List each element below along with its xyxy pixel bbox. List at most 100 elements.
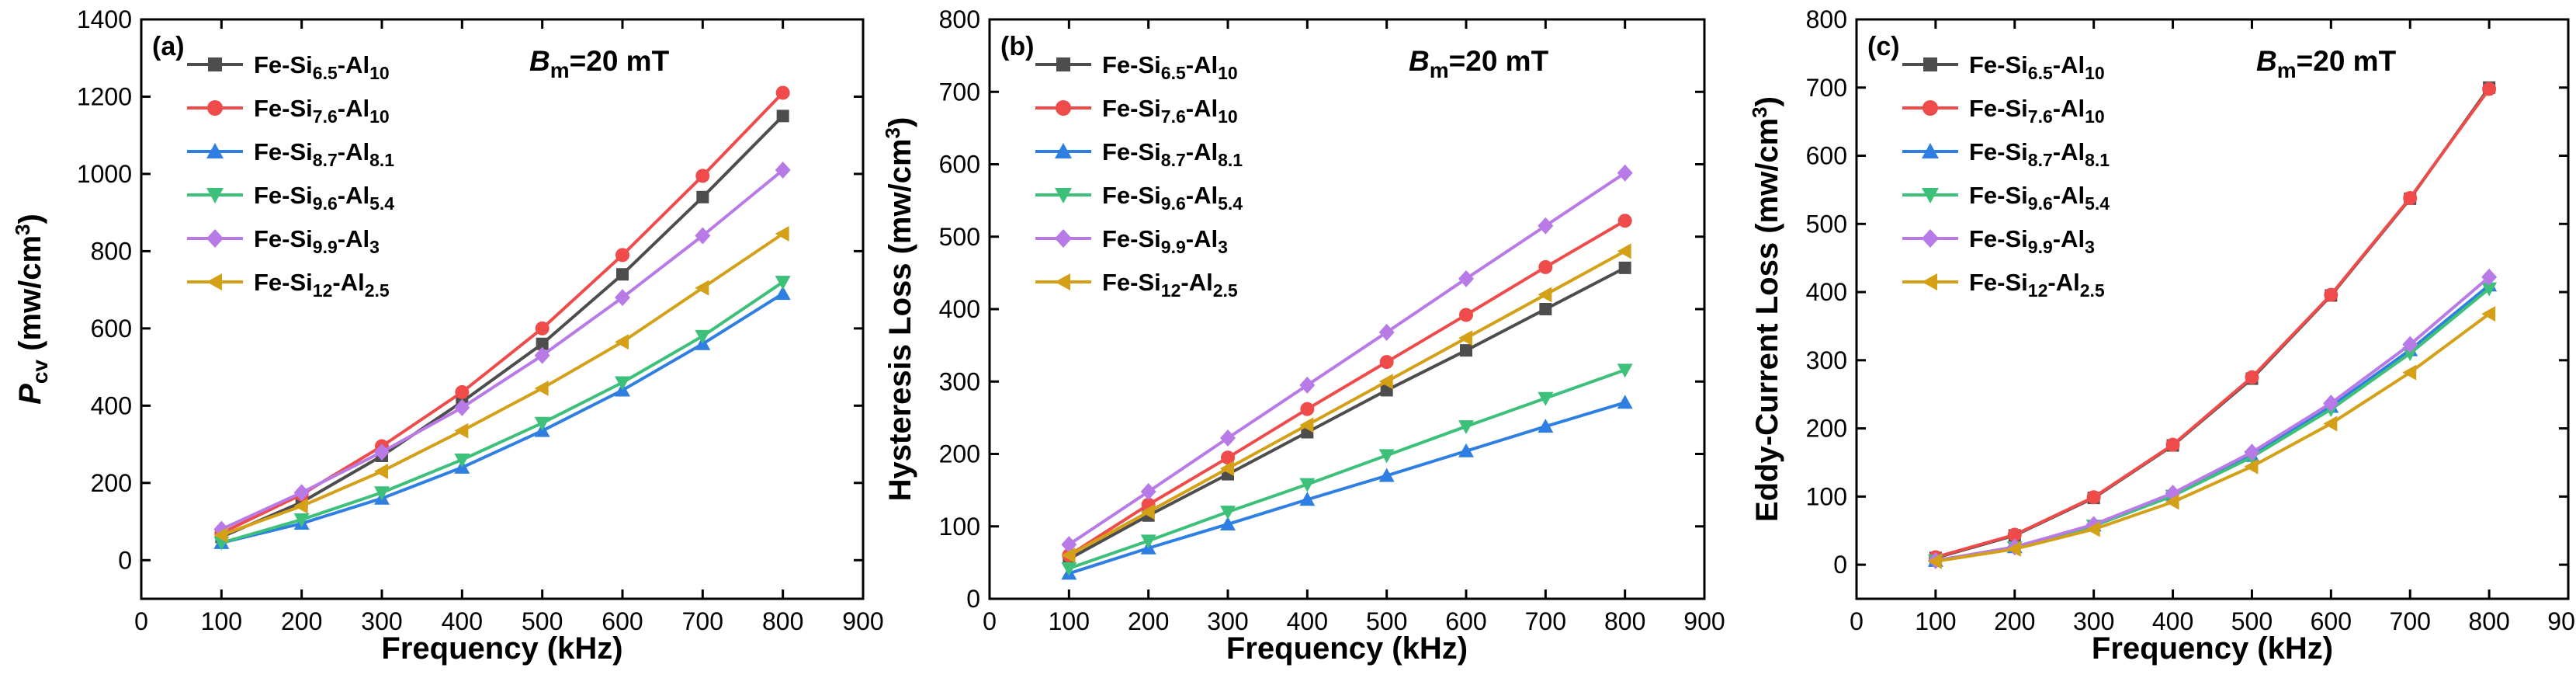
data-point xyxy=(1061,536,1077,554)
y-tick-label: 600 xyxy=(91,315,132,343)
data-point xyxy=(1221,450,1235,465)
legend-item: Fe-Si9.9-Al3 xyxy=(1902,225,2095,257)
legend-label-sub1: 12 xyxy=(313,280,333,301)
data-point xyxy=(2403,190,2418,205)
data-point xyxy=(2244,443,2260,461)
data-point xyxy=(2086,490,2101,505)
legend-label-base: Fe-Si xyxy=(254,51,313,78)
legend-marker xyxy=(206,188,224,203)
series-line xyxy=(1068,401,1626,576)
data-point xyxy=(1617,214,1632,228)
data-point xyxy=(1378,449,1395,464)
x-tick-label: 300 xyxy=(361,607,402,635)
data-point xyxy=(775,85,790,100)
legend-label: Fe-Si8.7-Al8.1 xyxy=(1969,138,2110,170)
legend-label-sub2: 10 xyxy=(1218,106,1238,127)
legend-label-sub1: 8.7 xyxy=(1161,150,1186,170)
data-point xyxy=(454,423,469,439)
data-point xyxy=(1061,548,1076,564)
data-point xyxy=(1220,506,1236,520)
data-point xyxy=(1617,164,1633,182)
data-point xyxy=(2482,82,2497,96)
data-point xyxy=(1061,562,1077,576)
legend-marker xyxy=(207,100,223,116)
x-tick-label: 800 xyxy=(1604,607,1645,635)
x-tick-label: 0 xyxy=(983,607,997,635)
data-point xyxy=(454,453,470,468)
y-tick-label: 800 xyxy=(939,5,980,33)
x-tick-label: 0 xyxy=(1850,607,1864,635)
data-point xyxy=(775,161,791,179)
legend-item: Fe-Si12-Al2.5 xyxy=(1902,269,2105,301)
y-axis-title-sup: 3 xyxy=(1748,106,1771,117)
legend-label-sub2: 10 xyxy=(369,63,390,83)
series-line xyxy=(220,169,784,531)
annotation-text: =20 mT xyxy=(1449,45,1549,77)
data-point xyxy=(1458,420,1474,435)
series-line xyxy=(1935,287,2491,562)
y-axis-title-close: ) xyxy=(883,117,917,127)
y-tick-label: 200 xyxy=(91,469,132,497)
data-point xyxy=(2006,541,2021,557)
legend-item: Fe-Si7.6-Al10 xyxy=(1902,95,2105,127)
data-point xyxy=(1538,419,1554,433)
legend-label-mid: -Al xyxy=(1186,95,1218,122)
legend-label-sub1: 9.9 xyxy=(313,237,338,257)
legend-label-sub2: 3 xyxy=(369,237,380,257)
legend-label-sub2: 8.1 xyxy=(369,150,394,170)
y-tick-label: 600 xyxy=(939,151,980,179)
series-line xyxy=(1935,88,2491,559)
data-point xyxy=(775,226,789,242)
data-point xyxy=(2402,347,2418,362)
series-0 xyxy=(1063,261,1631,565)
x-axis-title: Frequency (kHz) xyxy=(381,631,622,666)
data-point xyxy=(293,484,310,502)
legend-item: Fe-Si8.7-Al8.1 xyxy=(187,138,394,170)
legend-label: Fe-Si9.9-Al3 xyxy=(1102,225,1228,257)
data-point xyxy=(1378,468,1395,482)
legend-item: Fe-Si9.6-Al5.4 xyxy=(1902,182,2110,214)
y-tick-label: 500 xyxy=(1806,210,1847,238)
legend: Fe-Si6.5-Al10 Fe-Si7.6-Al10 Fe-Si8.7-Al8.1… xyxy=(1902,51,2110,301)
field-annotation: Bm=20 mT xyxy=(2256,45,2397,82)
legend-label-sub2: 3 xyxy=(2085,237,2095,257)
legend-label-sub1: 8.7 xyxy=(313,150,338,170)
y-tick-label: 200 xyxy=(939,440,980,468)
legend-label-mid: -Al xyxy=(2053,51,2085,78)
legend-label-base: Fe-Si xyxy=(254,269,313,296)
series-4 xyxy=(213,161,791,538)
legend-label-mid: -Al xyxy=(338,225,369,252)
legend-label: Fe-Si7.6-Al10 xyxy=(1102,95,1238,127)
data-point xyxy=(1539,303,1552,315)
data-point xyxy=(374,463,388,479)
y-tick-label: 800 xyxy=(1806,5,1847,33)
legend-item: Fe-Si6.5-Al10 xyxy=(1902,51,2105,83)
x-tick-label: 600 xyxy=(602,607,643,635)
y-tick-label: 800 xyxy=(91,237,132,265)
y-tick-label: 0 xyxy=(118,546,132,574)
legend-label-base: Fe-Si xyxy=(1102,269,1161,296)
legend-marker xyxy=(1922,229,1939,248)
legend-label-base: Fe-Si xyxy=(254,95,313,122)
y-axis-title-unit: (mw/cm xyxy=(13,235,47,360)
data-point xyxy=(2323,395,2339,412)
x-tick-label: 200 xyxy=(1128,607,1169,635)
legend-label-mid: -Al xyxy=(1186,225,1218,252)
legend-label: Fe-Si9.6-Al5.4 xyxy=(254,182,394,214)
x-tick-label: 600 xyxy=(1445,607,1486,635)
plot-frame xyxy=(1855,18,2570,600)
x-tick-label: 900 xyxy=(2547,607,2576,635)
data-point xyxy=(2481,282,2498,297)
y-tick-label: 1400 xyxy=(77,5,132,33)
data-point xyxy=(1378,374,1393,390)
plot-frame xyxy=(140,18,865,600)
legend-marker xyxy=(1055,143,1072,158)
data-point xyxy=(2481,306,2496,322)
legend-label-base: Fe-Si xyxy=(1102,138,1161,165)
series-2 xyxy=(1927,277,2498,567)
legend-label-base: Fe-Si xyxy=(254,182,313,209)
legend-label: Fe-Si9.6-Al5.4 xyxy=(1969,182,2110,214)
legend-item: Fe-Si6.5-Al10 xyxy=(187,51,390,83)
legend-label-mid: -Al xyxy=(338,51,369,78)
